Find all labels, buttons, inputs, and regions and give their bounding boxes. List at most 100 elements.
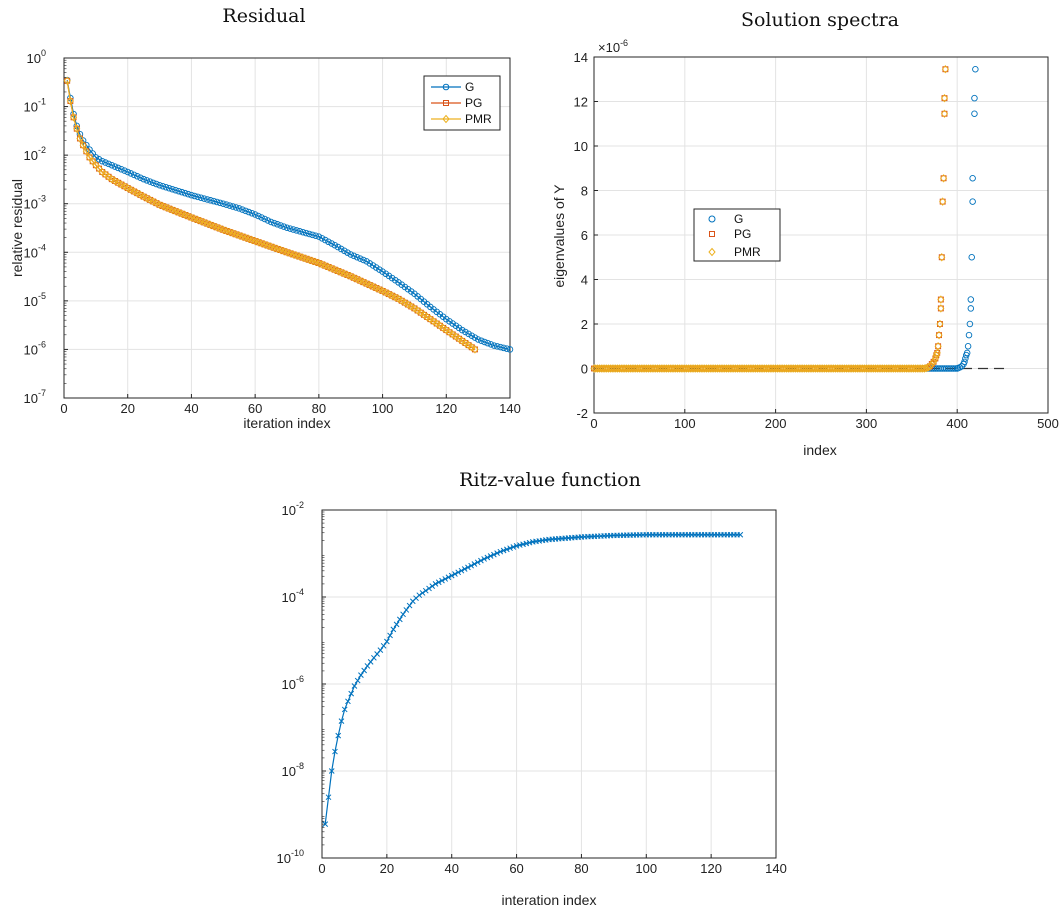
residual-panel: Residual 0 20 40 60 80 100 120 140 10-7 10-6 10-5 1… <box>9 5 521 431</box>
ritz-series-0-point <box>452 571 458 577</box>
spectra-panel: Solution spectra 0 100 200 300 400 500-202468… <box>551 9 1059 458</box>
spectra-x-tick-label: 500 <box>1037 416 1059 431</box>
residual-series-pmr-point <box>455 334 463 343</box>
residual-x-tick-label: 40 <box>184 401 198 416</box>
residual-series-g-point <box>204 196 211 203</box>
spectra-series-g-point <box>968 253 975 261</box>
residual-x-tick-label: 100 <box>372 401 394 416</box>
ritz-series-0-point <box>351 683 358 689</box>
residual-series-g-point <box>462 328 469 336</box>
residual-series-pmr-point <box>76 134 84 143</box>
residual-series-pmr-point <box>417 308 425 317</box>
residual-series-pmr-point <box>449 330 457 339</box>
residual-series-g-point <box>258 214 265 221</box>
residual-y-tick-label: 10-2 <box>24 145 46 163</box>
residual-x-tick-label: 120 <box>435 401 457 416</box>
spectra-series-pmr-point <box>935 330 943 340</box>
residual-series-pmr-point <box>423 312 431 322</box>
residual-series-g-point <box>347 251 354 258</box>
residual-series-g-point <box>248 210 256 217</box>
residual-series-g-point <box>108 161 116 169</box>
ritz-x-tick-label: 120 <box>700 861 722 876</box>
ritz-series-0-point <box>491 551 497 558</box>
residual-y-tick-label: 10-6 <box>24 339 46 357</box>
spectra-y-tick-label: 8 <box>581 184 588 199</box>
residual-series-pmr-point <box>69 113 78 122</box>
spectra-series-layer <box>590 65 1008 373</box>
residual-legend-marker-pg <box>443 100 449 106</box>
spectra-series-pmr-point <box>941 65 949 74</box>
ritz-tick-labels: 0 20 40 60 80 100 120 140 10-10 10-8 10-6 10-4 10-2 <box>277 500 787 876</box>
ritz-series-0-point <box>416 592 423 599</box>
ritz-series-0-point <box>341 706 348 713</box>
residual-series-g-point <box>124 168 131 176</box>
residual-series-g-point <box>283 224 291 231</box>
residual-series-g-point <box>465 330 472 338</box>
residual-series-g-point <box>172 186 179 194</box>
residual-y-tick-label: 10-7 <box>24 388 46 406</box>
residual-series-g-point <box>360 256 367 264</box>
residual-series-pmr-point <box>66 96 74 106</box>
spectra-series-pmr-point <box>920 364 929 373</box>
spectra-series-pmr-point <box>928 359 936 369</box>
residual-series-g-point <box>357 255 364 262</box>
residual-series-g-point <box>302 229 310 237</box>
residual-series-pmr-point <box>471 345 479 354</box>
ritz-series-0-point <box>442 576 449 582</box>
ritz-series-0-point <box>426 585 432 592</box>
spectra-legend-label-pmr: PMR <box>734 245 761 259</box>
ritz-series-0-point <box>400 611 406 618</box>
ritz-series-0-point <box>487 553 494 559</box>
spectra-legend: G PG PMR <box>693 208 781 262</box>
residual-series-pmr <box>63 76 479 354</box>
residual-series-g-point <box>98 157 106 165</box>
ritz-series-0-point <box>358 672 364 678</box>
ritz-series-0-point <box>439 577 445 584</box>
residual-series-g-point <box>184 190 192 198</box>
residual-legend-label-pmr: PMR <box>465 112 492 126</box>
spectra-series-g-point <box>967 296 975 303</box>
residual-series-g <box>63 76 514 353</box>
residual-series-pmr-point <box>117 180 125 189</box>
residual-series-g-point <box>293 227 300 234</box>
residual-series-pmr-point <box>458 336 466 346</box>
residual-series-g-point <box>337 245 345 253</box>
residual-series-pmr-point <box>130 187 138 196</box>
residual-series-pmr-point <box>136 190 145 200</box>
residual-series-g-point <box>143 177 151 184</box>
ritz-y-tick-label: 10-4 <box>282 587 304 605</box>
residual-series-pmr-point <box>464 340 473 350</box>
ritz-x-tick-label: 40 <box>444 861 458 876</box>
spectra-legend-label-g: G <box>734 212 743 226</box>
residual-series-g-point <box>328 240 335 247</box>
residual-series-g-point <box>153 180 160 188</box>
residual-series-g-point <box>306 230 313 238</box>
residual-series-g-point <box>296 228 303 235</box>
residual-series-g-point <box>210 197 217 205</box>
spectra-series-pmr <box>590 65 949 373</box>
residual-series-pmr-point <box>436 321 444 330</box>
spectra-y-tick-label: 6 <box>581 228 588 243</box>
residual-y-tick-label: 100 <box>27 48 46 66</box>
residual-series-pmr-point <box>439 323 447 333</box>
residual-series-pmr-point <box>414 306 422 315</box>
residual-series-g-point <box>242 207 249 215</box>
residual-title: Residual <box>222 5 305 27</box>
residual-series-g-point <box>369 262 377 269</box>
spectra-title: Solution spectra <box>741 9 899 31</box>
spectra-series-pmr-point <box>933 348 941 358</box>
residual-series-pmr-point <box>124 183 132 193</box>
residual-series-pmr-point <box>461 338 469 348</box>
ritz-y-tick-label: 10-8 <box>282 761 304 779</box>
spectra-y-tick-label: 0 <box>581 362 588 377</box>
residual-axes-frame <box>63 57 511 399</box>
residual-series-pmr-point <box>394 294 403 304</box>
spectra-y-tick-label: -2 <box>576 406 588 421</box>
residual-series-g-point <box>458 326 466 334</box>
residual-series-pmr-point <box>420 310 428 320</box>
ritz-series-0-point <box>481 556 487 562</box>
residual-series-g-point <box>165 184 173 192</box>
residual-series-layer <box>63 76 514 354</box>
residual-series-g-point <box>130 171 138 179</box>
